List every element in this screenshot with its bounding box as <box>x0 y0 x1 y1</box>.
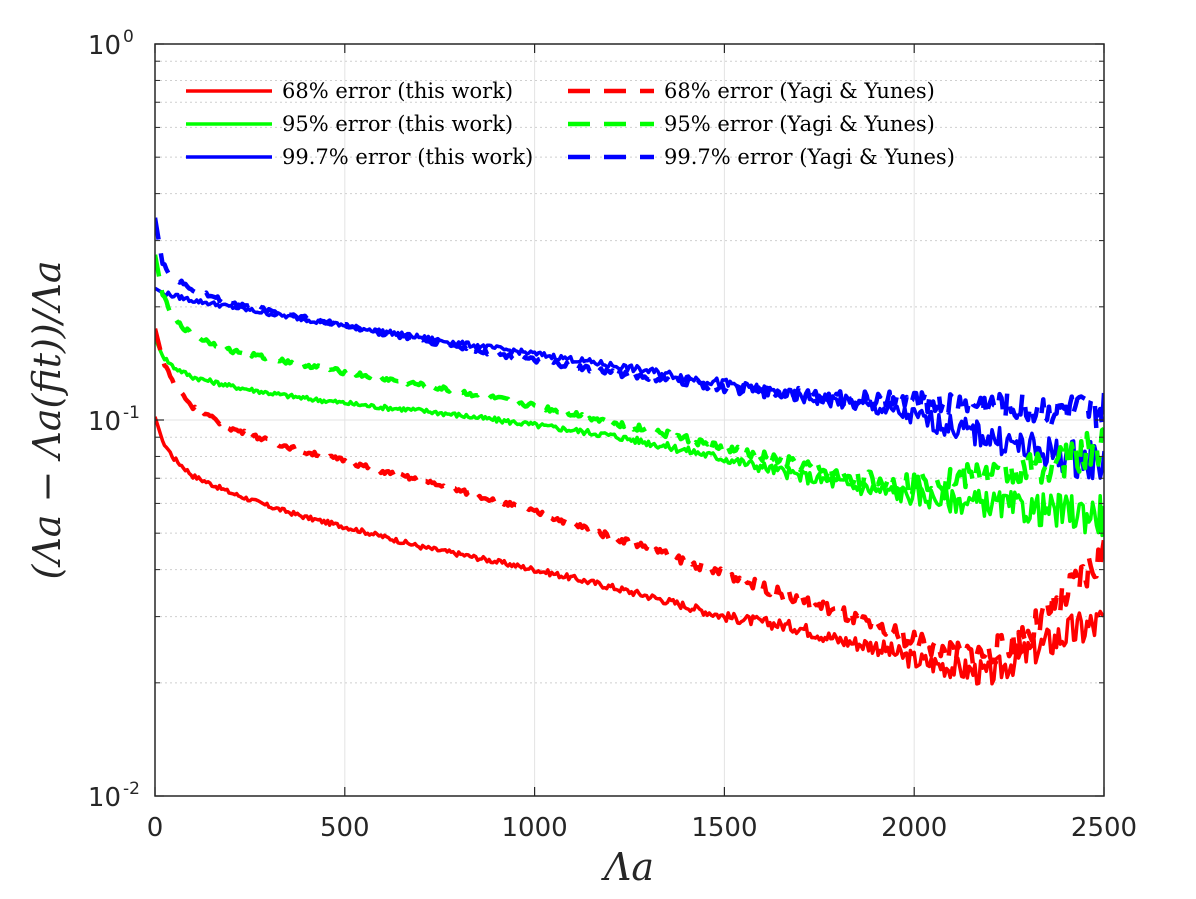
x-tick-label: 1000 <box>502 813 568 843</box>
y-tick-label: 10 <box>88 783 121 813</box>
series-line-1 <box>155 416 1104 686</box>
y-tick-label-exponent: -2 <box>123 779 140 799</box>
legend-label: 99.7% error (this work) <box>282 145 533 169</box>
series-layer <box>155 217 1104 686</box>
series-line-4 <box>155 328 1104 668</box>
y-tick-label: 10 <box>88 407 121 437</box>
x-tick-label: 2500 <box>1071 813 1137 843</box>
series-line-3 <box>155 286 1104 481</box>
x-axis-label: Λa <box>601 845 654 889</box>
legend-label: 68% error (Yagi & Yunes) <box>664 79 935 103</box>
legend-label: 68% error (this work) <box>282 79 513 103</box>
legend-label: 95% error (this work) <box>282 112 513 136</box>
x-tick-label: 2000 <box>881 813 947 843</box>
y-tick-label-exponent: 0 <box>123 27 134 47</box>
y-axis-label: (Λa − Λa(fit))/Λa <box>25 260 69 579</box>
y-tick-label-exponent: -1 <box>123 403 140 423</box>
series-line-2 <box>155 337 1104 538</box>
y-tick-label: 10 <box>88 31 121 61</box>
x-tick-label: 500 <box>320 813 370 843</box>
legend: 68% error (this work) 95% error (this wor… <box>186 79 955 169</box>
legend-label: 99.7% error (Yagi & Yunes) <box>664 145 955 169</box>
ticks <box>154 43 1105 797</box>
series-line-5 <box>155 254 1104 495</box>
x-tick-label: 1500 <box>691 813 757 843</box>
x-tick-label: 0 <box>147 813 164 843</box>
legend-label: 95% error (Yagi & Yunes) <box>664 112 935 136</box>
x-tick-labels: 0 500 1000 1500 2000 2500 <box>147 813 1137 843</box>
grid <box>154 43 1105 797</box>
